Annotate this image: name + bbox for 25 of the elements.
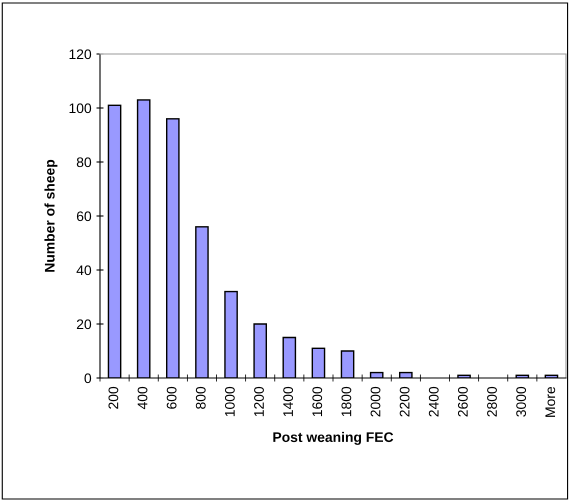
x-tick-label: 2000 [370,386,380,417]
x-tick-label: 3000 [516,386,526,417]
y-axis-title: Number of sheep [44,160,58,272]
y-tick-label: 60 [76,211,92,222]
y-tick-label: 120 [70,49,92,60]
x-tick-label: More [545,386,556,417]
x-tick-label: 1600 [312,386,322,416]
x-tick-label: 2400 [428,386,439,417]
y-tick-label: 0 [84,373,92,384]
x-tick-label: 200 [108,386,118,409]
y-tick-label: 20 [76,319,92,330]
x-tick-label: 2800 [487,386,497,417]
x-tick-label: 1200 [254,386,264,416]
x-tick-label: 2200 [400,386,410,417]
y-tick-label: 80 [76,157,92,168]
x-tick-label: 2600 [458,386,468,417]
x-axis-title: Post weaning FEC [273,432,394,445]
x-tick-label: 1800 [341,386,352,416]
y-tick-label: 100 [70,103,92,114]
x-tick-label: 400 [138,386,148,410]
x-tick-label: 800 [196,386,206,409]
y-tick-label: 40 [76,265,92,276]
x-tick-label: 600 [166,386,177,409]
x-tick-label: 1400 [283,386,294,416]
x-tick-label: 1000 [224,386,235,416]
